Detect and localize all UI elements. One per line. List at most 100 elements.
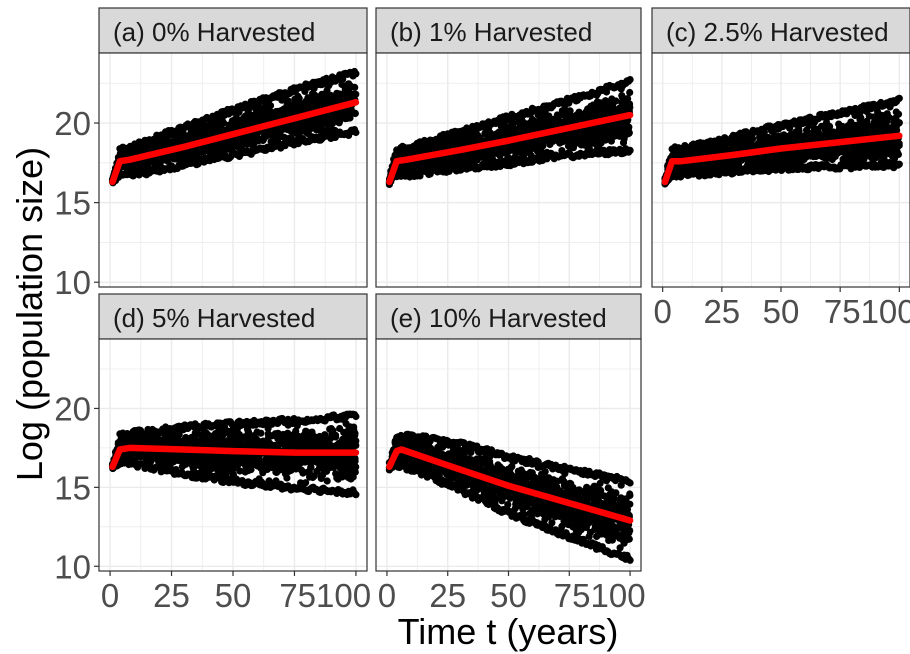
data-point	[150, 159, 158, 167]
data-point	[740, 143, 748, 151]
data-point	[708, 160, 716, 169]
data-point	[562, 114, 570, 123]
data-point	[842, 151, 850, 159]
data-point	[247, 113, 255, 121]
data-point	[532, 139, 540, 147]
facet-strip-label: (c) 2.5% Harvested	[666, 17, 889, 47]
data-point	[845, 143, 854, 151]
data-point	[800, 132, 808, 140]
data-point	[257, 113, 265, 121]
data-point	[883, 110, 891, 118]
data-point	[816, 131, 824, 139]
data-point	[573, 111, 581, 119]
data-point	[318, 116, 326, 125]
data-point	[858, 149, 866, 157]
data-point	[342, 88, 350, 96]
data-point	[148, 144, 156, 152]
data-point	[517, 149, 525, 157]
facet-strip	[98, 7, 368, 54]
data-point	[759, 137, 767, 145]
data-point	[277, 132, 285, 140]
data-point	[159, 154, 167, 162]
data-point	[626, 76, 634, 84]
data-point	[592, 100, 601, 108]
data-point	[569, 144, 578, 152]
data-point	[124, 163, 132, 171]
data-point	[800, 155, 808, 164]
data-point	[892, 118, 900, 126]
data-point	[522, 149, 530, 157]
facet-panel: (a) 0% Harvested 10 15 20	[54, 7, 368, 301]
data-point	[524, 125, 532, 133]
data-point	[265, 115, 273, 123]
data-point	[857, 126, 865, 134]
facet-panels: (a) 0% Harvested 10 15 20 (b) 1% Harvested (c…	[54, 7, 910, 614]
data-point	[468, 152, 476, 160]
data-point	[776, 138, 784, 147]
data-point	[847, 118, 855, 126]
data-point	[339, 75, 347, 83]
data-point	[560, 134, 568, 142]
data-point	[880, 148, 889, 156]
data-point	[711, 145, 719, 153]
data-point	[850, 123, 859, 131]
data-point	[486, 149, 494, 157]
data-point	[268, 126, 276, 134]
data-point	[789, 134, 797, 142]
data-point	[873, 153, 881, 161]
data-point	[583, 106, 591, 115]
data-point	[270, 134, 278, 142]
data-point	[595, 110, 603, 118]
trend-line	[386, 111, 634, 186]
data-point	[157, 140, 165, 148]
data-point	[733, 160, 741, 168]
data-point	[260, 135, 268, 143]
data-point	[225, 121, 233, 129]
data-point	[831, 152, 839, 160]
data-point	[581, 141, 589, 149]
data-point	[342, 113, 350, 121]
data-point	[725, 157, 733, 165]
plot-panel-border	[375, 52, 642, 288]
data-point	[258, 106, 266, 114]
data-point	[596, 131, 604, 139]
data-point	[809, 134, 817, 142]
data-point	[293, 127, 301, 135]
data-point	[775, 152, 783, 160]
data-point	[549, 121, 557, 129]
data-point	[619, 139, 628, 147]
data-point	[326, 93, 334, 101]
data-point	[857, 114, 865, 122]
y-tick-label: 20	[54, 105, 91, 142]
data-point	[607, 137, 616, 145]
data-point	[588, 134, 597, 142]
data-point	[352, 128, 360, 137]
data-point	[275, 110, 283, 119]
facet-strip-label: (a) 0% Harvested	[113, 17, 315, 47]
data-point	[624, 95, 632, 103]
data-point	[204, 145, 213, 153]
data-point	[338, 80, 346, 89]
data-point	[625, 129, 633, 137]
data-point	[303, 126, 311, 134]
y-tick-label: 10	[54, 264, 91, 301]
data-point	[173, 137, 181, 145]
data-point	[518, 127, 526, 135]
data-point	[215, 142, 223, 150]
data-point	[205, 122, 213, 130]
data-point	[569, 117, 577, 125]
data-point	[843, 128, 852, 136]
y-tick-label: 15	[54, 185, 91, 222]
facet-strip	[651, 7, 910, 54]
data-point	[459, 138, 467, 146]
data-point	[304, 99, 312, 107]
data-point	[192, 150, 200, 158]
data-point	[608, 107, 616, 115]
data-point	[753, 158, 761, 166]
data-point	[583, 114, 591, 122]
data-point	[335, 115, 343, 123]
facet-strip-label: (b) 1% Harvested	[390, 17, 592, 47]
data-point	[621, 105, 629, 113]
data-point	[218, 119, 226, 127]
